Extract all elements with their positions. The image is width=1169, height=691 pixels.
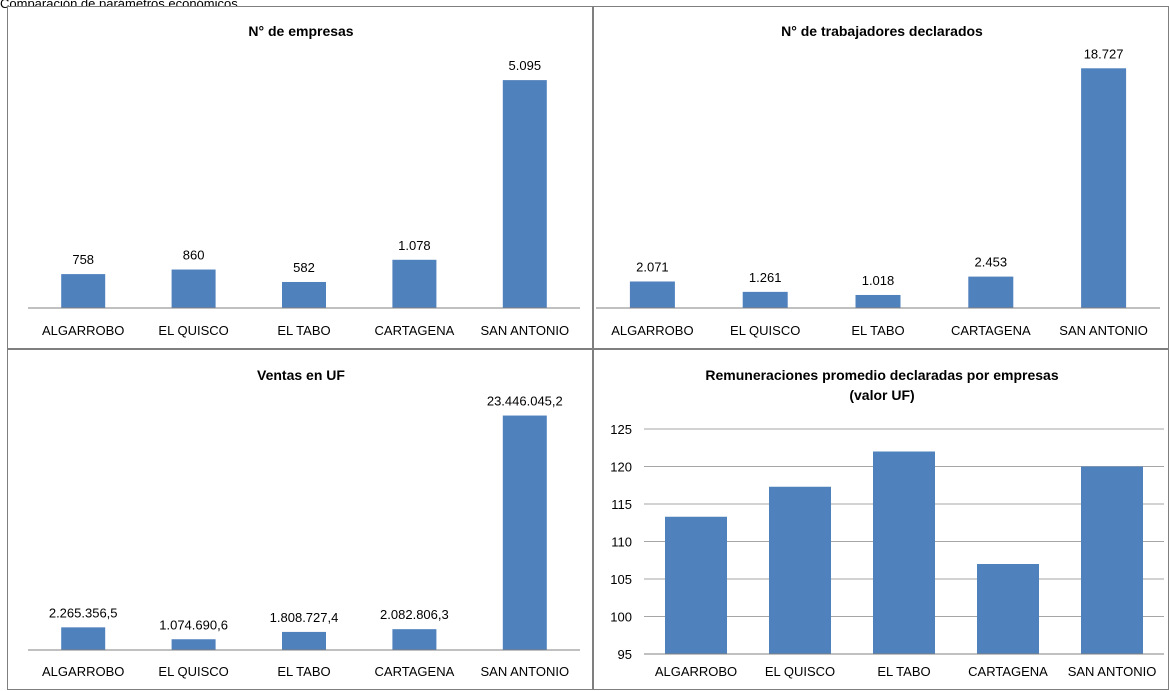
empresas-category-label: EL TABO	[277, 323, 330, 338]
chart-panel-remuneraciones: Remuneraciones promedio declaradas por e…	[593, 349, 1169, 690]
page-caption: Comparación de parámetros económicos	[0, 0, 238, 11]
remuneraciones-category-label: ALGARROBO	[655, 664, 737, 679]
empresas-data-label: 860	[183, 248, 205, 263]
trabajadores-category-label: SAN ANTONIO	[1059, 323, 1148, 338]
trabajadores-title: N° de trabajadores declarados	[781, 23, 983, 39]
remuneraciones-bar	[665, 516, 727, 654]
chart-empresas: N° de empresas 758 ALGARROBO 860 EL QUISCO 58…	[28, 23, 580, 338]
trabajadores-category-label: EL TABO	[851, 323, 904, 338]
trabajadores-bar	[629, 281, 675, 308]
remuneraciones-bar	[873, 451, 935, 654]
empresas-data-label: 582	[293, 260, 315, 275]
ventas-data-label: 2.265.356,5	[49, 605, 118, 620]
empresas-bar	[282, 281, 326, 308]
ventas-category-label: ALGARROBO	[42, 664, 124, 679]
trabajadores-data-label: 2.071	[636, 259, 669, 274]
remuneraciones-category-label: EL QUISCO	[765, 664, 835, 679]
ventas-bar	[502, 415, 547, 650]
ventas-bar	[392, 629, 437, 650]
chart-panel-empresas: N° de empresas 758 ALGARROBO 860 EL QUISCO 58…	[7, 6, 593, 349]
ventas-category-label: EL QUISCO	[158, 664, 228, 679]
trabajadores-data-label: 2.453	[975, 255, 1008, 270]
ventas-category-label: CARTAGENA	[375, 664, 455, 679]
ventas-bar	[61, 627, 106, 650]
ventas-category-label: EL TABO	[277, 664, 330, 679]
ventas-bar	[282, 631, 326, 650]
trabajadores-data-label: 1.261	[749, 270, 782, 285]
trabajadores-category-label: ALGARROBO	[611, 323, 693, 338]
empresas-category-label: EL QUISCO	[158, 323, 228, 338]
chart-panel-ventas: Ventas en UF 2.265.356,5 ALGARROBO 1.074.69…	[7, 349, 593, 690]
empresas-bar	[502, 80, 547, 308]
empresas-data-label: 1.078	[398, 238, 431, 253]
empresas-bar	[171, 269, 216, 308]
trabajadores-data-label: 1.018	[862, 273, 895, 288]
ventas-data-label: 1.074.690,6	[159, 617, 228, 632]
remuneraciones-y-tick-label: 115	[611, 497, 632, 512]
remuneraciones-category-label: SAN ANTONIO	[1068, 664, 1157, 679]
empresas-data-label: 758	[72, 252, 94, 267]
ventas-data-label: 2.082.806,3	[380, 607, 449, 622]
ventas-data-label: 1.808.727,4	[270, 610, 339, 625]
remuneraciones-title: Remuneraciones promedio declaradas por e…	[705, 367, 1058, 383]
empresas-bar	[392, 259, 437, 308]
empresas-category-label: CARTAGENA	[375, 323, 455, 338]
ventas-title: Ventas en UF	[257, 367, 345, 383]
trabajadores-bar	[855, 294, 901, 308]
remuneraciones-y-tick-label: 105	[610, 572, 632, 587]
remuneraciones-y-tick-label: 120	[610, 460, 632, 475]
remuneraciones-category-label: CARTAGENA	[968, 664, 1048, 679]
remuneraciones-bar	[977, 564, 1039, 654]
remuneraciones-y-tick-label: 110	[611, 535, 632, 550]
trabajadores-bar	[968, 276, 1014, 308]
trabajadores-category-label: EL QUISCO	[730, 323, 800, 338]
chart-ventas: Ventas en UF 2.265.356,5 ALGARROBO 1.074.69…	[28, 367, 580, 679]
trabajadores-bar	[1081, 68, 1127, 308]
chart-trabajadores: N° de trabajadores declarados 2.071 ALGARR…	[596, 23, 1160, 338]
chart-remuneraciones: Remuneraciones promedio declaradas por e…	[610, 367, 1164, 679]
ventas-category-label: SAN ANTONIO	[480, 664, 569, 679]
chart-panel-trabajadores: N° de trabajadores declarados 2.071 ALGARR…	[593, 6, 1169, 349]
remuneraciones-y-tick-label: 95	[618, 647, 632, 662]
remuneraciones-y-tick-label: 100	[610, 610, 632, 625]
ventas-bar	[171, 639, 216, 650]
empresas-category-label: SAN ANTONIO	[480, 323, 569, 338]
remuneraciones-category-label: EL TABO	[877, 664, 930, 679]
ventas-data-label: 23.446.045,2	[487, 394, 563, 409]
remuneraciones-title: (valor UF)	[849, 387, 914, 403]
empresas-title: N° de empresas	[248, 23, 353, 39]
empresas-data-label: 5.095	[509, 58, 542, 73]
empresas-bar	[61, 274, 106, 308]
remuneraciones-bar	[1081, 466, 1143, 654]
trabajadores-category-label: CARTAGENA	[951, 323, 1031, 338]
remuneraciones-y-tick-label: 125	[610, 422, 632, 437]
trabajadores-bar	[742, 291, 788, 308]
trabajadores-data-label: 18.727	[1084, 46, 1124, 61]
empresas-category-label: ALGARROBO	[42, 323, 124, 338]
remuneraciones-bar	[769, 486, 831, 654]
